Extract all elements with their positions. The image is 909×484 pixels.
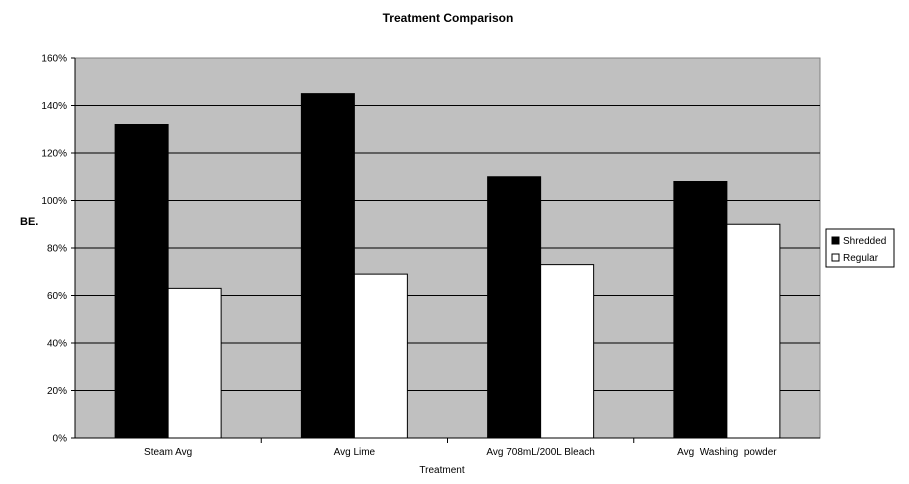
legend: Shredded Regular: [825, 228, 895, 268]
y-axis-title: BE.: [20, 216, 38, 228]
y-tick-label: 140%: [41, 101, 67, 112]
bar-regular-0: [167, 287, 222, 439]
x-axis-title: Treatment: [419, 465, 464, 476]
legend-swatch-shredded: [831, 236, 840, 245]
y-tick-label: 100%: [41, 196, 67, 207]
bar-regular-3: [726, 223, 781, 439]
axes: [71, 57, 820, 443]
bar-shredded-0: [114, 124, 169, 439]
bars: [114, 93, 781, 439]
y-tick-label: 0%: [53, 434, 68, 445]
y-tick-label: 40%: [47, 339, 67, 350]
bar-shredded-1: [300, 93, 355, 439]
y-tick-label: 60%: [47, 291, 67, 302]
y-tick-label: 20%: [47, 386, 67, 397]
legend-label-shredded: Shredded: [843, 236, 886, 247]
category-label: Avg Lime: [334, 447, 376, 458]
category-labels: Steam Avg Avg Lime Avg 708mL/200L Bleach Av…: [144, 447, 777, 458]
bar-shredded-2: [487, 176, 542, 439]
bar-regular-2: [540, 264, 595, 439]
category-label: Avg Washing powder: [677, 447, 777, 458]
legend-label-regular: Regular: [843, 253, 879, 264]
category-label: Steam Avg: [144, 447, 192, 458]
bar-shredded-3: [673, 181, 728, 439]
bar-regular-1: [353, 273, 408, 439]
category-label: Avg 708mL/200L Bleach: [486, 447, 594, 458]
y-tick-label: 120%: [41, 149, 67, 160]
y-tick-labels: 0% 20% 40% 60% 80% 100% 120% 140% 160%: [41, 54, 67, 445]
y-tick-label: 160%: [41, 54, 67, 65]
y-tick-label: 80%: [47, 244, 67, 255]
legend-swatch-regular: [831, 253, 840, 262]
chart-title: Treatment Comparison: [383, 11, 514, 25]
